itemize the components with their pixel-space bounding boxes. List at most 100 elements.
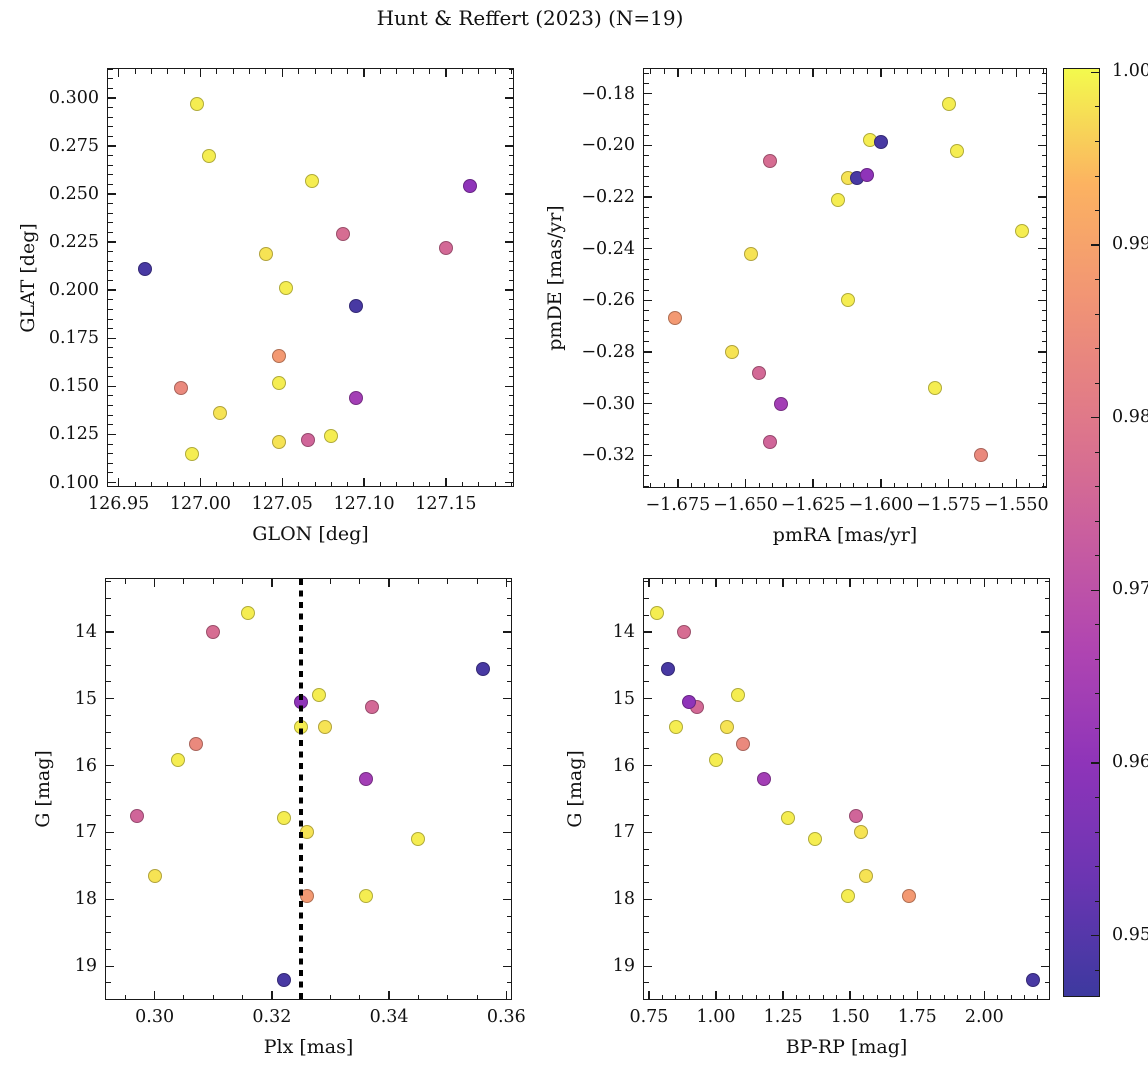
x-tick-label: −1.675	[645, 495, 711, 515]
x-tick-label: 0.75	[629, 1007, 669, 1027]
y-minor-tick	[1044, 581, 1049, 583]
y-minor-tick	[1044, 664, 1049, 666]
y-tick	[503, 898, 511, 901]
y-minor-tick	[1044, 648, 1049, 650]
y-minor-tick	[508, 424, 513, 426]
y-minor-tick	[1044, 748, 1049, 750]
data-point	[272, 348, 286, 363]
y-minor-tick	[644, 258, 649, 260]
x-minor-tick	[836, 579, 838, 584]
data-point	[258, 246, 273, 261]
y-minor-tick	[644, 982, 649, 984]
x-minor-tick	[1037, 994, 1039, 999]
y-minor-tick	[644, 361, 649, 363]
x-minor-tick	[930, 579, 932, 584]
y-minor-tick	[508, 203, 513, 205]
x-tick	[117, 478, 120, 486]
x-tick	[505, 991, 507, 999]
y-tick	[106, 898, 114, 901]
y-minor-tick	[508, 212, 513, 214]
y-minor-tick	[508, 222, 513, 224]
x-minor-tick	[396, 481, 398, 486]
y-minor-tick	[108, 443, 113, 445]
x-minor-tick	[347, 481, 349, 486]
y-tick-label: 14	[74, 621, 97, 642]
data-point	[757, 771, 772, 786]
y-minor-tick	[1041, 341, 1046, 343]
x-axis-label: Plx [mas]	[263, 1036, 354, 1058]
x-minor-tick	[903, 994, 905, 999]
x-minor-tick	[704, 482, 706, 487]
y-tick-label: 19	[74, 956, 97, 977]
colorbar-gradient	[1063, 68, 1100, 997]
colorbar-minor-tick	[1094, 831, 1099, 833]
y-minor-tick	[1041, 475, 1046, 477]
y-tick-label: 0.125	[48, 424, 99, 445]
x-minor-tick	[212, 994, 214, 999]
y-tick	[644, 454, 652, 456]
x-tick-label: 126.95	[88, 494, 150, 514]
y-tick-label: 15	[612, 688, 635, 709]
y-minor-tick	[644, 237, 649, 239]
x-minor-tick	[663, 69, 665, 74]
x-minor-tick	[853, 69, 855, 74]
x-minor-tick	[957, 994, 958, 999]
data-point	[773, 396, 788, 411]
y-minor-tick	[644, 175, 649, 177]
y-tick	[1041, 698, 1049, 700]
y-minor-tick	[1041, 227, 1046, 229]
y-minor-tick	[644, 815, 649, 817]
x-minor-tick	[853, 482, 855, 487]
y-minor-tick	[108, 414, 113, 416]
x-minor-tick	[661, 579, 663, 584]
x-minor-tick	[785, 69, 787, 74]
data-point	[660, 661, 675, 676]
y-minor-tick	[106, 815, 111, 817]
y-tick-label: −0.22	[581, 187, 635, 208]
colorbar-minor-tick	[1094, 451, 1099, 453]
y-minor-tick	[108, 366, 113, 368]
y-tick	[108, 241, 116, 243]
x-minor-tick	[183, 481, 185, 486]
colorbar-minor-tick	[1094, 348, 1099, 350]
y-minor-tick	[506, 664, 511, 666]
y-minor-tick	[108, 164, 113, 166]
y-minor-tick	[508, 106, 513, 108]
y-minor-tick	[644, 475, 649, 477]
x-minor-tick	[347, 69, 349, 74]
x-tick	[947, 69, 950, 77]
y-tick-label: 18	[612, 889, 635, 910]
x-minor-tick	[826, 69, 828, 74]
x-minor-tick	[412, 481, 414, 486]
data-point	[841, 293, 856, 308]
x-minor-tick	[876, 994, 878, 999]
x-tick-label: 127.15	[415, 494, 477, 514]
y-minor-tick	[108, 251, 113, 253]
y-tick-label: 17	[74, 822, 97, 843]
x-tick-label: 1.25	[763, 1007, 803, 1027]
y-minor-tick	[506, 848, 511, 850]
y-minor-tick	[1041, 330, 1046, 332]
y-minor-tick	[108, 328, 113, 330]
y-minor-tick	[508, 318, 513, 320]
y-minor-tick	[1041, 361, 1046, 363]
y-minor-tick	[508, 376, 513, 378]
x-tick-label: −1.625	[780, 495, 846, 515]
colorbar-minor-tick	[1094, 969, 1099, 971]
y-minor-tick	[108, 405, 113, 407]
x-tick	[388, 991, 390, 999]
y-minor-tick	[506, 681, 511, 683]
y-minor-tick	[108, 155, 113, 157]
y-minor-tick	[644, 731, 649, 733]
data-point	[859, 868, 874, 883]
y-tick	[1041, 631, 1049, 633]
data-point	[272, 435, 286, 450]
colorbar-minor-tick	[1094, 693, 1099, 695]
y-minor-tick	[644, 392, 649, 394]
y-minor-tick	[1041, 186, 1046, 188]
y-minor-tick	[108, 395, 113, 397]
y-minor-tick	[1041, 372, 1046, 374]
y-minor-tick	[1041, 103, 1046, 105]
x-minor-tick	[429, 69, 431, 74]
x-minor-tick	[150, 481, 152, 486]
